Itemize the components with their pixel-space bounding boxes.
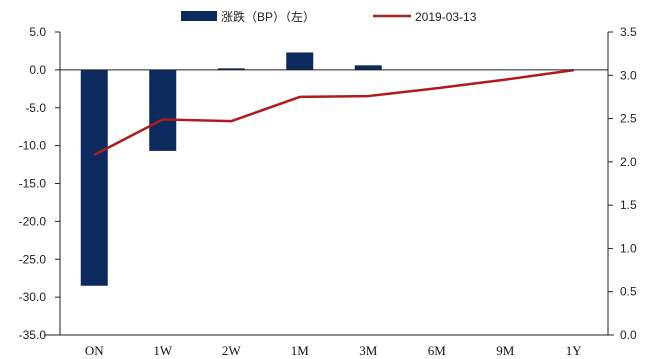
line-2019-03-13 [93,68,574,157]
bar-2W [217,68,245,70]
right-tick-label: 1.0 [620,241,637,255]
x-tick-label: 3M [359,343,378,358]
x-tick-label: 1W [153,343,173,358]
right-tick-label: 2.5 [620,112,637,126]
legend-label-line: 2019-03-13 [415,10,477,24]
bar-1W [149,69,177,151]
right-axis: 3.5 3.0 2.5 2.0 1.5 1.0 0.5 0.0 [608,25,637,342]
right-tick-label: 1.5 [620,198,637,212]
axes [44,32,614,336]
right-tick-label: 0.5 [620,285,637,299]
left-tick-label: -35.0 [19,328,47,342]
x-tick-label: 1Y [566,343,583,358]
left-axis: 5.0 0.0 -5.0 -10.0 -15.0 -20.0 -25.0 -30.0 -35.0 [19,25,60,342]
left-tick-label: 0.0 [29,63,46,77]
legend-label-bar: 涨跌（BP）（左） [221,9,315,24]
left-tick-label: -30.0 [19,290,47,304]
line-series [93,68,574,157]
x-axis: ON 1W 2W 1M 3M 6M 9M 1Y [85,343,582,358]
bar-1M [286,52,314,70]
left-tick-label: -20.0 [19,214,47,228]
right-tick-label: 0.0 [620,328,637,342]
left-tick-label: -5.0 [25,101,46,115]
right-tick-label: 3.5 [620,25,637,39]
legend: 涨跌（BP）（左） 2019-03-13 [181,9,477,24]
left-tick-label: -10.0 [19,139,47,153]
x-tick-label: 9M [496,343,515,358]
x-tick-label: 6M [428,343,447,358]
right-tick-label: 3.0 [620,68,637,82]
bar-ON [80,69,108,286]
x-tick-label: ON [85,343,104,358]
left-tick-label: 5.0 [29,25,46,39]
right-tick-label: 2.0 [620,155,637,169]
bar-3M [354,65,382,70]
x-tick-label: 1M [291,343,310,358]
bar-series [80,52,382,286]
left-tick-label: -15.0 [19,177,47,191]
x-tick-label: 2W [222,343,242,358]
left-tick-label: -25.0 [19,252,47,266]
legend-swatch-bar [181,11,217,21]
